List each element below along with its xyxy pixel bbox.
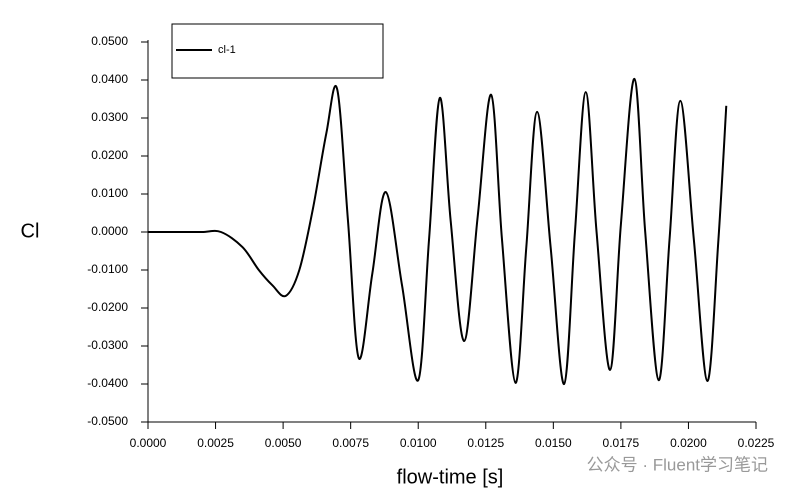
y-tick-label: 0.0100 (91, 186, 128, 200)
y-tick-label: -0.0500 (87, 414, 128, 428)
x-tick-label: 0.0200 (670, 436, 707, 450)
x-tick-label: 0.0075 (332, 436, 369, 450)
y-tick-label: 0.0400 (91, 72, 128, 86)
y-tick-label: -0.0100 (87, 262, 128, 276)
y-tick-label: 0.0200 (91, 148, 128, 162)
x-tick-label: 0.0025 (197, 436, 234, 450)
y-tick-label: 0.0300 (91, 110, 128, 124)
y-tick-label: 0.0000 (91, 224, 128, 238)
x-tick-label: 0.0100 (400, 436, 437, 450)
y-tick-label: 0.0500 (91, 34, 128, 48)
x-tick-label: 0.0050 (265, 436, 302, 450)
legend-label: cl-1 (218, 44, 236, 56)
y-tick-label: -0.0200 (87, 300, 128, 314)
x-tick-label: 0.0000 (130, 436, 167, 450)
x-axis-label: flow-time [s] (397, 466, 504, 488)
y-tick-label: -0.0400 (87, 376, 128, 390)
data-line (147, 77, 728, 386)
x-tick-label: 0.0125 (467, 436, 504, 450)
y-tick-label: -0.0300 (87, 338, 128, 352)
x-tick-label: 0.0175 (603, 436, 640, 450)
y-axis-label: Cl (21, 220, 40, 242)
watermark: 公众号 · Fluent学习笔记 (587, 455, 768, 474)
x-tick-label: 0.0225 (738, 436, 775, 450)
x-tick-label: 0.0150 (535, 436, 572, 450)
